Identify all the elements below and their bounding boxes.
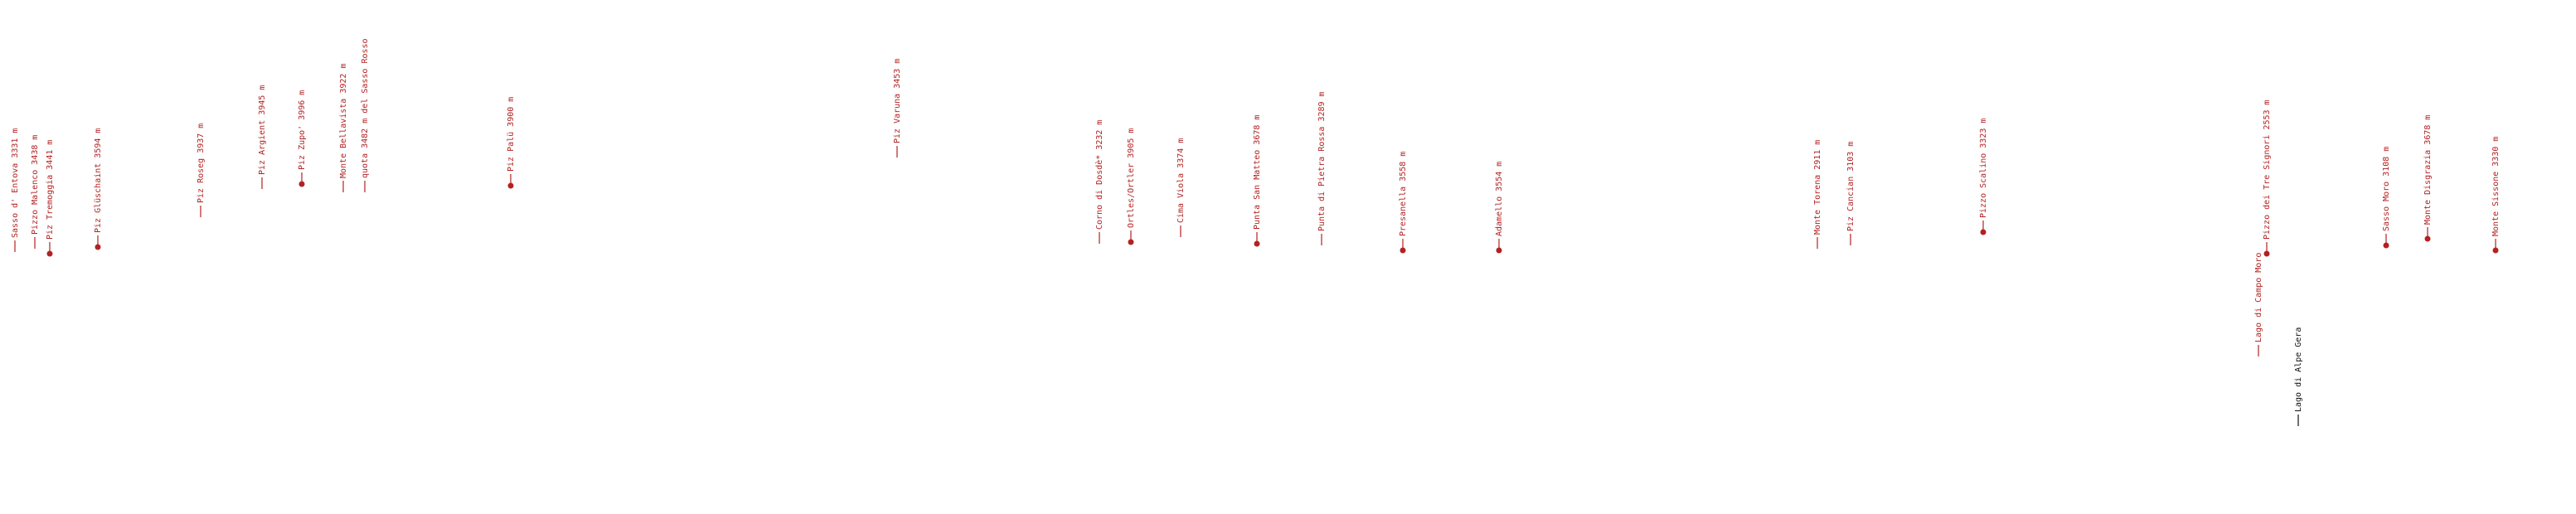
peak-name: Monte Bellavista 3922 m [339, 64, 348, 178]
peak-label: quota 3482 m del Sasso Rosso [361, 38, 370, 192]
peak-label: Sasso d' Entova 3331 m [11, 128, 20, 252]
peak-marker [1980, 229, 1987, 235]
peak-label: Monte Sissone 3330 m [2491, 137, 2501, 254]
peak-name: Piz Cancian 3103 m [1846, 142, 1856, 231]
peak-name: Monte Sissone 3330 m [2491, 137, 2501, 236]
peak-marker [1254, 240, 1260, 247]
peak-label: Lago di Campo Moro [2254, 253, 2263, 356]
peak-label: Pizzo dei Tre Signori 2553 m [2263, 99, 2272, 257]
peak-name: Adamello 3554 m [1495, 162, 1504, 236]
peak-name: Pizzo Scalino 3323 m [1979, 119, 1988, 218]
peak-marker [95, 244, 101, 250]
peak-label: Piz Varuna 3453 m [893, 59, 902, 158]
peak-name: Monte Torena 2911 m [1813, 140, 1822, 235]
peak-marker [2492, 247, 2499, 254]
peak-marker [2383, 242, 2389, 249]
peak-label: Punta San Matteo 3678 m [1253, 115, 1262, 247]
peak-name: Punta San Matteo 3678 m [1253, 115, 1262, 230]
peak-name: quota 3482 m del Sasso Rosso [361, 38, 370, 178]
peak-label: Piz Argient 3945 m [258, 85, 267, 189]
peak-marker [46, 250, 53, 257]
peak-label: Pizzo Malenco 3438 m [31, 135, 40, 249]
peak-name: Punta di Pietra Rossa 3289 m [1317, 91, 1327, 231]
peak-label: Pizzo Scalino 3323 m [1979, 119, 1988, 235]
peak-label: Lago di Alpe Gera [2294, 327, 2303, 426]
peak-label: Piz Palü 3900 m [507, 97, 516, 189]
peak-name: Lago di Alpe Gera [2294, 327, 2303, 412]
peak-label: Piz Cancian 3103 m [1846, 142, 1856, 245]
peak-marker [2263, 250, 2270, 257]
peak-name: Ortles/Ortler 3905 m [1127, 128, 1136, 228]
peak-name: Piz Tremoggia 3441 m [46, 140, 55, 240]
peak-label: Adamello 3554 m [1495, 162, 1504, 254]
peak-name: Piz Roseg 3937 m [196, 124, 206, 203]
peak-label: Corno di Dosdè* 3232 m [1094, 120, 1104, 244]
peak-marker [1400, 247, 1406, 254]
peak-name: Monte Disgrazia 3678 m [2423, 115, 2433, 225]
peak-marker [2424, 235, 2431, 242]
peak-label: Piz Roseg 3937 m [196, 124, 206, 217]
peak-label: Sasso Moro 3108 m [2382, 147, 2391, 249]
peak-label: Presanella 3558 m [1399, 152, 1408, 254]
peak-name: Cima Viola 3374 m [1176, 138, 1186, 223]
peak-label: Piz Glüschaint 3594 m [94, 128, 103, 250]
peak-label: Monte Torena 2911 m [1813, 140, 1822, 249]
peak-name: Piz Varuna 3453 m [893, 59, 902, 143]
peak-name: Sasso d' Entova 3331 m [11, 128, 20, 238]
peak-name: Piz Argient 3945 m [258, 85, 267, 175]
peak-label: Monte Bellavista 3922 m [339, 64, 348, 192]
peak-label: Piz Tremoggia 3441 m [46, 140, 55, 257]
peak-marker [1496, 247, 1502, 254]
peak-marker [298, 181, 305, 187]
peak-label: Cima Viola 3374 m [1176, 138, 1186, 237]
peak-name: Pizzo Malenco 3438 m [31, 135, 40, 235]
peak-name: Lago di Campo Moro [2254, 253, 2263, 342]
peak-name: Piz Palü 3900 m [507, 97, 516, 172]
peak-marker [507, 182, 514, 189]
peak-marker [1128, 239, 1134, 245]
peak-name: Sasso Moro 3108 m [2382, 147, 2391, 231]
peak-name: Presanella 3558 m [1399, 152, 1408, 236]
peak-name: Piz Glüschaint 3594 m [94, 128, 103, 233]
peak-name: Pizzo dei Tre Signori 2553 m [2263, 99, 2272, 240]
peak-label: Ortles/Ortler 3905 m [1127, 128, 1136, 245]
peak-label: Piz Zupo' 3996 m [298, 90, 307, 187]
peak-label: Monte Disgrazia 3678 m [2423, 115, 2433, 242]
peak-label: Punta di Pietra Rossa 3289 m [1317, 91, 1327, 245]
peak-name: Piz Zupo' 3996 m [298, 90, 307, 170]
peak-name: Corno di Dosdè* 3232 m [1094, 120, 1104, 230]
